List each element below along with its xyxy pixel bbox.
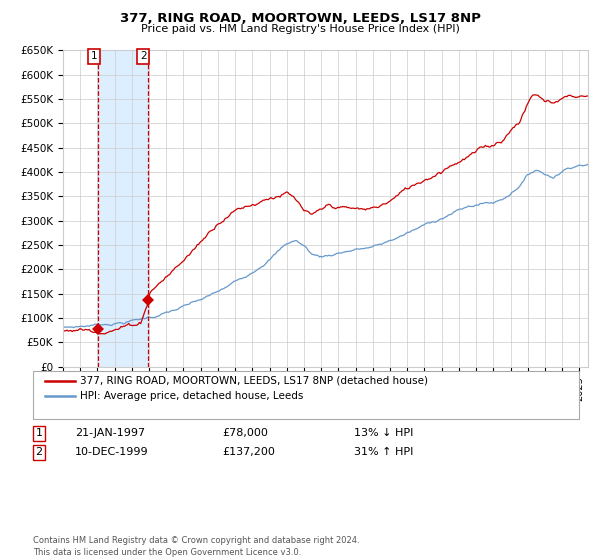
Text: 1: 1 — [91, 52, 97, 61]
Bar — [98, 50, 148, 367]
Text: 13% ↓ HPI: 13% ↓ HPI — [354, 428, 413, 438]
Text: 2: 2 — [140, 52, 146, 61]
Text: £78,000: £78,000 — [222, 428, 268, 438]
Text: 2: 2 — [35, 447, 43, 458]
Text: HPI: Average price, detached house, Leeds: HPI: Average price, detached house, Leed… — [80, 391, 303, 402]
Text: Price paid vs. HM Land Registry's House Price Index (HPI): Price paid vs. HM Land Registry's House … — [140, 24, 460, 34]
Text: 21-JAN-1997: 21-JAN-1997 — [75, 428, 145, 438]
Text: 377, RING ROAD, MOORTOWN, LEEDS, LS17 8NP: 377, RING ROAD, MOORTOWN, LEEDS, LS17 8N… — [119, 12, 481, 25]
Text: £137,200: £137,200 — [222, 447, 275, 458]
Text: 1: 1 — [35, 428, 43, 438]
Text: 10-DEC-1999: 10-DEC-1999 — [75, 447, 149, 458]
Text: Contains HM Land Registry data © Crown copyright and database right 2024.
This d: Contains HM Land Registry data © Crown c… — [33, 536, 359, 557]
Text: 31% ↑ HPI: 31% ↑ HPI — [354, 447, 413, 458]
Text: 377, RING ROAD, MOORTOWN, LEEDS, LS17 8NP (detached house): 377, RING ROAD, MOORTOWN, LEEDS, LS17 8N… — [80, 376, 428, 386]
